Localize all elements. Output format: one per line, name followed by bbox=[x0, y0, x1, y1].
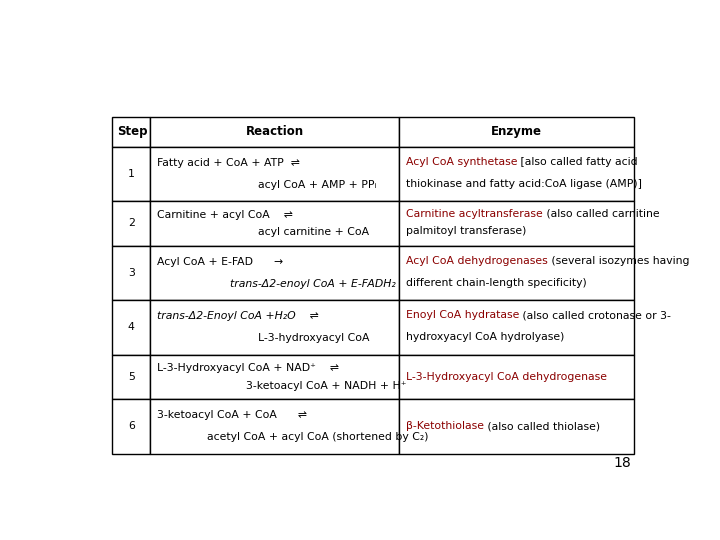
Bar bbox=[112, 399, 150, 454]
Text: different chain-length specificity): different chain-length specificity) bbox=[406, 278, 587, 288]
Text: acetyl CoA + acyl CoA (shortened by C₂): acetyl CoA + acyl CoA (shortened by C₂) bbox=[207, 432, 429, 442]
Text: (also called thiolase): (also called thiolase) bbox=[484, 421, 600, 431]
Text: Acyl CoA + E-FAD      →: Acyl CoA + E-FAD → bbox=[157, 257, 283, 267]
Bar bbox=[400, 355, 634, 399]
Text: (several isozymes having: (several isozymes having bbox=[548, 256, 689, 266]
Text: 3-ketoacyl CoA + NADH + H⁺: 3-ketoacyl CoA + NADH + H⁺ bbox=[246, 381, 407, 391]
Bar bbox=[150, 201, 400, 246]
Text: 2: 2 bbox=[128, 218, 135, 228]
Bar bbox=[112, 300, 150, 355]
Text: thiokinase and fatty acid:CoA ligase (AMP)]: thiokinase and fatty acid:CoA ligase (AM… bbox=[406, 179, 642, 188]
Text: trans-Δ2-Enoyl CoA +H₂O    ⇌: trans-Δ2-Enoyl CoA +H₂O ⇌ bbox=[157, 312, 319, 321]
Bar bbox=[150, 117, 400, 147]
Text: 3-ketoacyl CoA + CoA      ⇌: 3-ketoacyl CoA + CoA ⇌ bbox=[157, 410, 307, 421]
Bar bbox=[112, 355, 150, 399]
Bar bbox=[400, 246, 634, 300]
Bar bbox=[150, 147, 400, 201]
Text: palmitoyl transferase): palmitoyl transferase) bbox=[406, 226, 526, 237]
Text: Step: Step bbox=[117, 125, 148, 138]
Bar bbox=[400, 201, 634, 246]
Text: L-3-hydroxyacyl CoA: L-3-hydroxyacyl CoA bbox=[258, 333, 369, 343]
Text: [also called fatty acid: [also called fatty acid bbox=[518, 157, 638, 167]
Text: Carnitine + acyl CoA    ⇌: Carnitine + acyl CoA ⇌ bbox=[157, 210, 293, 220]
Bar bbox=[400, 147, 634, 201]
Bar bbox=[150, 300, 400, 355]
Bar bbox=[400, 300, 634, 355]
Text: Acyl CoA synthetase: Acyl CoA synthetase bbox=[406, 157, 518, 167]
Bar bbox=[112, 246, 150, 300]
Text: Enoyl CoA hydratase: Enoyl CoA hydratase bbox=[406, 310, 519, 320]
Text: acyl carnitine + CoA: acyl carnitine + CoA bbox=[258, 227, 369, 238]
Text: hydroxyacyl CoA hydrolyase): hydroxyacyl CoA hydrolyase) bbox=[406, 332, 564, 342]
Text: β-Ketothiolase: β-Ketothiolase bbox=[406, 421, 484, 431]
Text: 4: 4 bbox=[128, 322, 135, 332]
Text: L-3-Hydroxyacyl CoA dehydrogenase: L-3-Hydroxyacyl CoA dehydrogenase bbox=[406, 372, 607, 382]
Bar bbox=[150, 399, 400, 454]
Text: trans-Δ2-enoyl CoA + E-FADH₂: trans-Δ2-enoyl CoA + E-FADH₂ bbox=[230, 279, 395, 289]
Text: 18: 18 bbox=[613, 456, 631, 470]
Text: Acyl CoA dehydrogenases: Acyl CoA dehydrogenases bbox=[406, 256, 548, 266]
Text: Enzyme: Enzyme bbox=[491, 125, 542, 138]
Text: Reaction: Reaction bbox=[246, 125, 304, 138]
Bar bbox=[400, 399, 634, 454]
Bar bbox=[112, 201, 150, 246]
Text: (also called crotonase or 3-: (also called crotonase or 3- bbox=[519, 310, 671, 320]
Bar bbox=[150, 355, 400, 399]
Text: 3: 3 bbox=[128, 268, 135, 278]
Text: Carnitine acyltransferase: Carnitine acyltransferase bbox=[406, 208, 543, 219]
Bar bbox=[112, 147, 150, 201]
Text: 1: 1 bbox=[128, 169, 135, 179]
Bar bbox=[150, 246, 400, 300]
Text: 5: 5 bbox=[128, 372, 135, 382]
Bar bbox=[400, 117, 634, 147]
Text: 6: 6 bbox=[128, 421, 135, 431]
Text: acyl CoA + AMP + PPᵢ: acyl CoA + AMP + PPᵢ bbox=[258, 180, 376, 190]
Text: L-3-Hydroxyacyl CoA + NAD⁺    ⇌: L-3-Hydroxyacyl CoA + NAD⁺ ⇌ bbox=[157, 363, 339, 373]
Text: Fatty acid + CoA + ATP  ⇌: Fatty acid + CoA + ATP ⇌ bbox=[157, 158, 300, 168]
Text: (also called carnitine: (also called carnitine bbox=[543, 208, 660, 219]
Bar bbox=[112, 117, 150, 147]
